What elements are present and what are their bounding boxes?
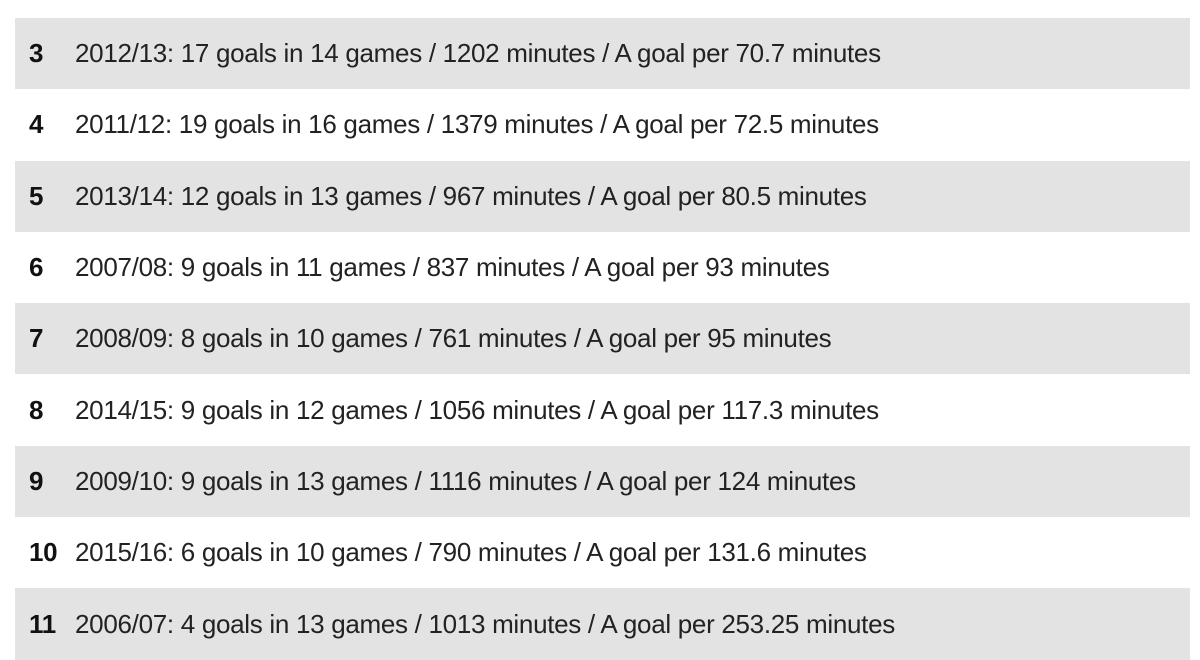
season-stats: 2007/08: 9 goals in 11 games / 837 minut… xyxy=(75,252,830,283)
season-stats: 2008/09: 8 goals in 10 games / 761 minut… xyxy=(75,323,832,354)
rank-number: 4 xyxy=(29,109,44,140)
rank-number: 6 xyxy=(29,252,44,283)
list-item: 5 2013/14: 12 goals in 13 games / 967 min… xyxy=(15,160,1190,232)
list-item: 8 2014/15: 9 goals in 12 games / 1056 min… xyxy=(15,374,1190,445)
list-item: 4 2011/12: 19 goals in 16 games / 1379 mi… xyxy=(15,89,1190,160)
rank-number: 9 xyxy=(29,465,44,496)
list-item: 6 2007/08: 9 goals in 11 games / 837 minu… xyxy=(15,232,1190,303)
season-stats: 2013/14: 12 goals in 13 games / 967 minu… xyxy=(75,180,867,211)
season-stats: 2009/10: 9 goals in 13 games / 1116 minu… xyxy=(75,465,856,496)
ranking-list: 3 2012/13: 17 goals in 14 games / 1202 mi… xyxy=(15,18,1190,660)
list-item: 7 2008/09: 8 goals in 10 games / 761 minu… xyxy=(15,303,1190,375)
list-item: 10 2015/16: 6 goals in 10 games / 790 min… xyxy=(15,517,1190,588)
season-stats: 2011/12: 19 goals in 16 games / 1379 min… xyxy=(75,109,879,140)
list-item: 11 2006/07: 4 goals in 13 games / 1013 mi… xyxy=(15,588,1190,660)
list-item: 3 2012/13: 17 goals in 14 games / 1202 mi… xyxy=(15,18,1190,90)
rank-number: 11 xyxy=(29,608,56,639)
rank-number: 3 xyxy=(29,38,44,69)
rank-number: 7 xyxy=(29,323,44,354)
rank-number: 10 xyxy=(29,537,58,568)
season-stats: 2012/13: 17 goals in 14 games / 1202 min… xyxy=(75,38,881,69)
season-stats: 2014/15: 9 goals in 12 games / 1056 minu… xyxy=(75,394,879,425)
rank-number: 5 xyxy=(29,180,44,211)
rank-number: 8 xyxy=(29,394,44,425)
season-stats: 2015/16: 6 goals in 10 games / 790 minut… xyxy=(75,537,867,568)
season-stats: 2006/07: 4 goals in 13 games / 1013 minu… xyxy=(75,608,895,639)
list-item: 9 2009/10: 9 goals in 13 games / 1116 min… xyxy=(15,445,1190,518)
